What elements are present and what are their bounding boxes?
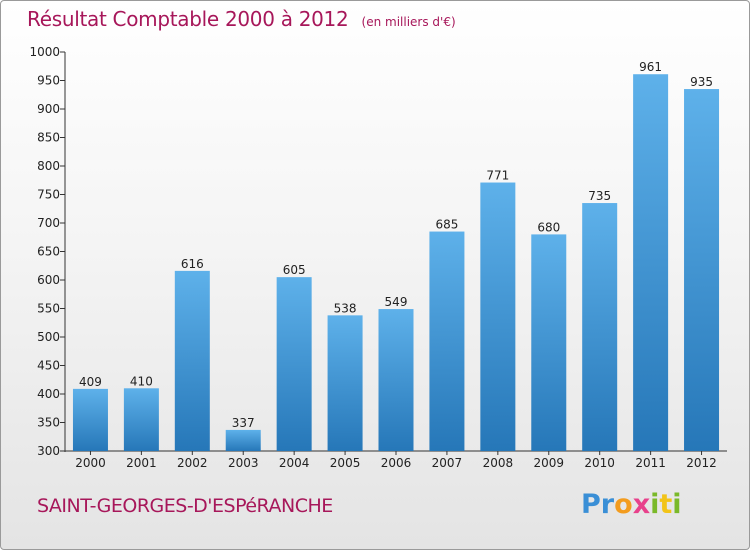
bar-2006	[378, 309, 414, 451]
commune-name: SAINT-GEORGES-D'ESPéRANCHE	[37, 495, 333, 517]
logo-letter: i	[650, 489, 660, 520]
data-label-2006: 549	[385, 295, 408, 309]
chart-subtitle: (en milliers d'€)	[361, 15, 456, 29]
x-axis: 2000 2001 2002 2003 2004 2005 2006 2007 2008 2009…	[65, 450, 727, 470]
data-label-2004: 605	[283, 263, 306, 277]
x-tick-label: 2001	[126, 456, 157, 470]
data-label-2012: 935	[690, 75, 713, 89]
proxiti-logo[interactable]: Proxiti	[581, 489, 682, 520]
x-tick-label: 2004	[279, 456, 310, 470]
data-label-2000: 409	[79, 375, 102, 389]
y-tick-label: 500	[37, 330, 60, 344]
logo-letter: o	[614, 489, 633, 520]
y-tick-label: 800	[37, 159, 60, 173]
logo-letter: t	[659, 489, 673, 520]
y-tick-label: 700	[37, 216, 60, 230]
logo-letter: r	[600, 489, 615, 520]
bar-2012	[684, 89, 720, 452]
y-tick-label: 650	[37, 245, 60, 259]
x-tick-label: 2006	[381, 456, 412, 470]
y-tick-label: 850	[37, 131, 60, 145]
logo-letter: P	[581, 489, 601, 520]
data-label-2010: 735	[588, 189, 611, 203]
x-tick-label: 2012	[686, 456, 717, 470]
x-tick-label: 2008	[483, 456, 514, 470]
x-tick-label: 2000	[75, 456, 106, 470]
bar-2007	[429, 231, 465, 451]
logo-letter: i	[672, 489, 682, 520]
title-block: Résultat Comptable 2000 à 2012 (en milli…	[27, 7, 456, 31]
y-tick-label: 950	[37, 74, 60, 88]
data-label-2007: 685	[435, 218, 458, 232]
y-tick-label: 1000	[29, 45, 60, 59]
x-tick-label: 2005	[330, 456, 361, 470]
y-tick-label: 900	[37, 102, 60, 116]
y-tick-label: 400	[37, 387, 60, 401]
bar-2009	[531, 234, 567, 451]
x-tick-label: 2003	[228, 456, 259, 470]
y-axis: 300 350 400 450 500 550 600 650 700 750 800 850 900 9…	[29, 45, 66, 458]
bar-2010	[582, 203, 618, 451]
bar-2005	[327, 315, 363, 451]
y-tick-label: 450	[37, 359, 60, 373]
x-tick-label: 2010	[584, 456, 615, 470]
data-label-2003: 337	[232, 416, 255, 430]
data-label-2008: 771	[486, 169, 509, 183]
bars: 409 410 616 337 605 538 549 685 771 680 735 961 935	[72, 60, 720, 452]
y-tick-label: 350	[37, 416, 60, 430]
bar-2003	[225, 429, 261, 451]
y-tick-label: 750	[37, 188, 60, 202]
bar-2011	[633, 74, 669, 451]
logo-letter: x	[632, 489, 651, 520]
data-label-2009: 680	[537, 220, 560, 234]
y-tick-label: 550	[37, 302, 60, 316]
data-label-2011: 961	[639, 60, 662, 74]
data-label-2001: 410	[130, 374, 153, 388]
chart-title: Résultat Comptable 2000 à 2012	[27, 7, 349, 31]
bar-2001	[123, 388, 159, 451]
x-tick-label: 2002	[177, 456, 208, 470]
bar-2004	[276, 277, 312, 451]
bar-2002	[174, 270, 210, 451]
y-tick-label: 300	[37, 444, 60, 458]
data-label-2002: 616	[181, 257, 204, 271]
x-tick-label: 2009	[533, 456, 564, 470]
y-tick-label: 600	[37, 273, 60, 287]
bar-2000	[72, 388, 108, 451]
x-tick-label: 2011	[635, 456, 666, 470]
bar-2008	[480, 182, 516, 451]
x-tick-label: 2007	[432, 456, 463, 470]
data-label-2005: 538	[334, 301, 357, 315]
